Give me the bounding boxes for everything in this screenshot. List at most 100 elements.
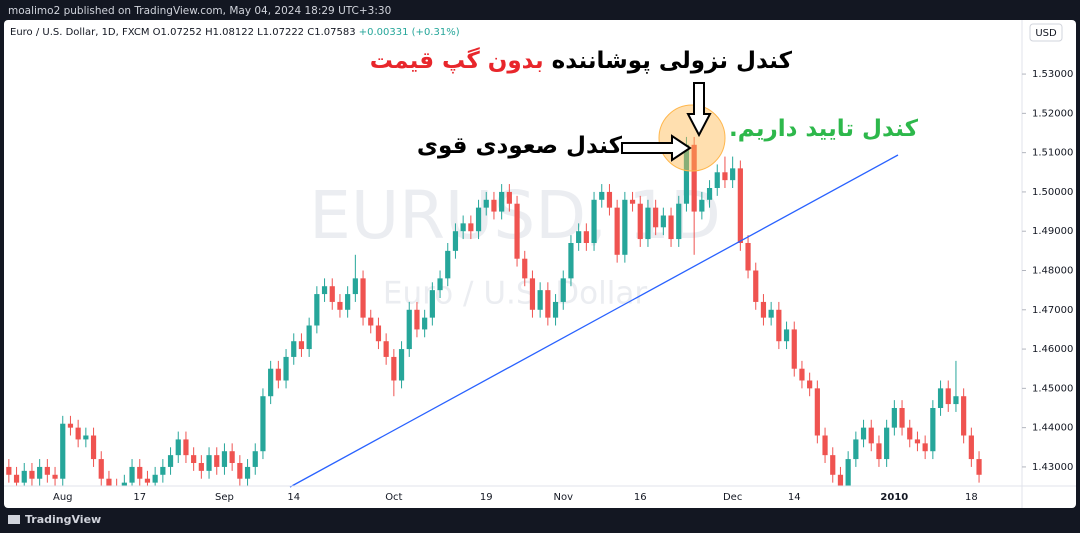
candles [6, 136, 982, 486]
x-tick-label: 16 [634, 492, 647, 503]
candle-body [237, 463, 243, 479]
candle-body [406, 309, 412, 350]
candle-body [437, 278, 443, 291]
candle-body [683, 144, 690, 204]
publisher: moalimo2 published on TradingView.com, M… [8, 5, 391, 17]
candle-body [730, 168, 736, 181]
candle-body [198, 463, 204, 471]
candle-body [937, 388, 944, 408]
candle-body [568, 243, 574, 279]
candle-body [529, 278, 536, 310]
candle-body [483, 199, 489, 208]
y-tick-label: 1.50000 [1032, 187, 1073, 198]
candle-body [75, 427, 81, 440]
candle-body [706, 188, 713, 200]
candle-body [807, 380, 813, 389]
brand-logo [8, 515, 20, 524]
chart-panel [4, 20, 1076, 508]
candle-body [321, 286, 328, 295]
candle-body [468, 223, 474, 232]
candle-body [98, 459, 104, 479]
strong-bullish-note: کندل صعودی قوی [416, 133, 622, 159]
candle-body [953, 396, 959, 405]
candle-body [83, 435, 89, 440]
candle-body [352, 278, 358, 295]
candle-body [522, 258, 528, 279]
candle-body [452, 231, 459, 251]
candle-body [244, 466, 251, 479]
candle-body [830, 455, 836, 475]
y-tick-label: 1.49000 [1032, 226, 1073, 237]
candle-body [6, 466, 12, 475]
right-arrow [621, 134, 692, 162]
candle-body [653, 207, 659, 228]
candle-body [914, 439, 921, 444]
candle-body [814, 388, 820, 436]
candle-body [776, 309, 782, 342]
candle-body [29, 470, 35, 479]
y-tick-label: 1.47000 [1032, 305, 1073, 316]
y-tick-label: 1.52000 [1032, 108, 1073, 119]
candle-body [545, 290, 551, 318]
candle-body [799, 368, 805, 381]
candle-body [884, 427, 890, 460]
candle-body [837, 474, 844, 486]
candle-body [760, 301, 767, 318]
x-tick-label: 2010 [880, 492, 908, 503]
candle-body [337, 301, 343, 310]
candle-body [945, 388, 951, 405]
y-tick-label: 1.44000 [1032, 423, 1073, 434]
candle-body [137, 466, 143, 479]
candle-body [183, 439, 189, 456]
candle-body [475, 207, 482, 232]
candle-body [537, 290, 543, 310]
candle-body [152, 474, 158, 483]
candle-body [614, 207, 620, 255]
ohlc-readout: O1.07252 H1.08122 L1.07222 C1.07583 [153, 27, 356, 38]
candle-body [167, 455, 174, 467]
candle-body [60, 423, 66, 479]
candle-body [660, 215, 666, 228]
candle-body [722, 172, 728, 181]
down-arrow [686, 82, 712, 138]
candle-body [275, 368, 281, 381]
currency-box[interactable] [1029, 23, 1063, 42]
candle-body [268, 368, 274, 397]
candle-body [845, 459, 851, 486]
y-tick-label: 1.48000 [1032, 266, 1073, 277]
candle-body [391, 356, 397, 381]
candle-body [591, 199, 597, 243]
candle-body [576, 231, 582, 243]
candle-body [90, 435, 97, 460]
watermark-description: Euro / U.S. Dollar [383, 276, 647, 312]
candle-body [514, 203, 520, 259]
candle-body [668, 215, 674, 240]
x-tick-label: 17 [133, 492, 146, 503]
confirmation-note: کندل تایید داریم. [729, 116, 918, 142]
candle-body [37, 466, 43, 479]
x-tick-label: Oct [385, 492, 402, 503]
candle-body [922, 443, 928, 452]
engulfing-note: کندل نزولی پوشاننده بدون گپ قیمت [370, 48, 792, 74]
candle-body [499, 191, 505, 212]
candle-body [606, 191, 613, 208]
candle-body [422, 317, 428, 330]
candle-body [976, 459, 982, 475]
candle-body [414, 309, 420, 330]
candle-body [745, 243, 751, 271]
candle-body [21, 470, 27, 483]
candle-body [491, 199, 497, 212]
candle-body [714, 172, 720, 188]
candle-body [445, 250, 451, 279]
x-tick-label: Nov [553, 492, 573, 503]
candle-body [676, 203, 682, 240]
candle-body [699, 199, 705, 212]
candle-body [67, 423, 74, 428]
candle-body [853, 439, 859, 460]
candle-body [375, 325, 382, 342]
candle-body [383, 341, 389, 357]
x-tick-label: Sep [215, 492, 234, 503]
candle-body [398, 349, 405, 381]
